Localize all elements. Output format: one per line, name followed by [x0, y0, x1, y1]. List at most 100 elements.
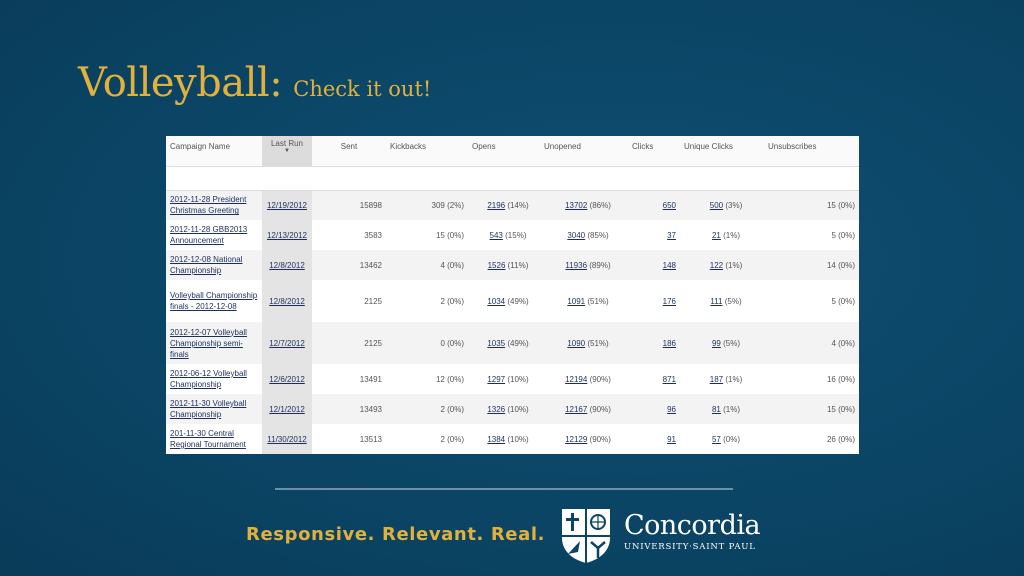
unopened-cell: 3040 (85%) [540, 220, 628, 250]
header-clicks[interactable]: Clicks [628, 136, 680, 166]
unique-clicks-link[interactable]: 99 [711, 338, 721, 348]
header-unique-clicks[interactable]: Unique Clicks [680, 136, 764, 166]
header-sent[interactable]: Sent [312, 136, 386, 166]
campaign-name-link[interactable]: 2012-11-28 President Christmas Greeting [166, 190, 262, 220]
clicks-link[interactable]: 186 [662, 338, 676, 348]
opens-link[interactable]: 543 [489, 230, 503, 240]
unsubscribes-value: 5 (0%) [764, 280, 859, 322]
campaign-name-link[interactable]: 2012-12-07 Volleyball Championship semi-… [166, 322, 262, 364]
header-last-run[interactable]: Last Run ▼ [262, 136, 312, 166]
unique-clicks-link[interactable]: 57 [711, 434, 721, 444]
filter-bar-row [166, 165, 859, 191]
campaign-name-link[interactable]: 2012-06-12 Volleyball Championship [166, 364, 262, 394]
unopened-link[interactable]: 12129 [565, 434, 588, 444]
kickbacks-value: 2 (0%) [386, 394, 468, 424]
clicks-link[interactable]: 176 [662, 296, 676, 306]
opens-cell: 1035 (49%) [468, 322, 540, 364]
kickbacks-value: 2 (0%) [386, 280, 468, 322]
clicks-link[interactable]: 96 [667, 404, 676, 414]
unsubscribes-value: 26 (0%) [764, 424, 859, 454]
unique-clicks-percent: (3%) [725, 200, 743, 210]
unopened-link[interactable]: 13702 [565, 200, 588, 210]
opens-link[interactable]: 1326 [487, 404, 506, 414]
opens-cell: 1326 (10%) [468, 394, 540, 424]
opens-link[interactable]: 1035 [487, 338, 506, 348]
clicks-link[interactable]: 871 [662, 374, 676, 384]
opens-link[interactable]: 1297 [487, 374, 506, 384]
opens-link[interactable]: 1526 [487, 260, 506, 270]
opens-percent: (10%) [507, 404, 529, 414]
opens-cell: 1526 (11%) [468, 250, 540, 280]
last-run-link[interactable]: 12/1/2012 [262, 394, 312, 424]
header-last-run-label: Last Run [270, 139, 304, 148]
unopened-link[interactable]: 11936 [565, 260, 588, 270]
unique-clicks-link[interactable]: 111 [710, 296, 723, 306]
clicks-link[interactable]: 148 [662, 260, 676, 270]
unique-clicks-link[interactable]: 187 [709, 374, 724, 384]
table-row: 2012-06-12 Volleyball Championship 12/6/2… [166, 364, 859, 394]
campaign-name-link[interactable]: Volleyball Championship finals - 2012-12… [166, 280, 262, 322]
opens-percent: (10%) [507, 434, 529, 444]
slide-title: Volleyball: Check it out! [78, 60, 431, 106]
header-campaign-name[interactable]: Campaign Name [166, 136, 262, 166]
header-kickbacks[interactable]: Kickbacks [386, 136, 468, 166]
kickbacks-value: 2 (0%) [386, 424, 468, 454]
opens-cell: 1297 (10%) [468, 364, 540, 394]
last-run-link[interactable]: 12/19/2012 [262, 190, 312, 220]
unique-clicks-percent: (1%) [725, 260, 743, 270]
unique-clicks-link[interactable]: 21 [711, 230, 721, 240]
unopened-link[interactable]: 12167 [565, 404, 588, 414]
clicks-link[interactable]: 37 [667, 230, 676, 240]
campaign-name-link[interactable]: 2012-11-28 GBB2013 Announcement [166, 220, 262, 250]
last-run-link[interactable]: 12/13/2012 [262, 220, 312, 250]
table-header-row: Campaign Name Last Run ▼ Sent Kickbacks … [166, 136, 859, 166]
last-run-link[interactable]: 12/8/2012 [262, 280, 312, 322]
opens-link[interactable]: 2196 [487, 200, 506, 210]
last-run-link[interactable]: 12/6/2012 [262, 364, 312, 394]
unique-clicks-cell: 81 (1%) [680, 394, 764, 424]
kickbacks-value: 4 (0%) [386, 250, 468, 280]
clicks-cell: 176 [628, 280, 680, 322]
unsubscribes-value: 4 (0%) [764, 322, 859, 364]
unopened-percent: (89%) [589, 260, 611, 270]
unique-clicks-percent: (5%) [724, 296, 742, 306]
slide-title-main: Volleyball: [78, 60, 283, 106]
unique-clicks-cell: 500 (3%) [680, 190, 764, 220]
campaign-name-link[interactable]: 2012-11-30 Volleyball Championship [166, 394, 262, 424]
campaign-name-link[interactable]: 2012-12-08 National Championship [166, 250, 262, 280]
opens-link[interactable]: 1384 [487, 434, 506, 444]
last-run-link[interactable]: 12/8/2012 [262, 250, 312, 280]
unopened-link[interactable]: 1091 [567, 296, 586, 306]
unique-clicks-link[interactable]: 81 [711, 404, 721, 414]
header-unsubscribes[interactable]: Unsubscribes [764, 136, 859, 166]
unopened-percent: (51%) [587, 338, 609, 348]
filter-bar [166, 165, 859, 191]
clicks-link[interactable]: 91 [667, 434, 676, 444]
unique-clicks-link[interactable]: 500 [709, 200, 724, 210]
table-row: Volleyball Championship finals - 2012-12… [166, 280, 859, 322]
campaign-name-link[interactable]: 201-11-30 Central Regional Tournament [166, 424, 262, 454]
header-unopened[interactable]: Unopened [540, 136, 628, 166]
campaign-report-table: Campaign Name Last Run ▼ Sent Kickbacks … [166, 136, 859, 454]
last-run-link[interactable]: 12/7/2012 [262, 322, 312, 364]
unsubscribes-value: 15 (0%) [764, 190, 859, 220]
unopened-percent: (90%) [589, 374, 611, 384]
unopened-cell: 12129 (90%) [540, 424, 628, 454]
unopened-link[interactable]: 12194 [565, 374, 588, 384]
table-row: 2012-11-28 GBB2013 Announcement 12/13/201… [166, 220, 859, 250]
last-run-link[interactable]: 11/30/2012 [262, 424, 312, 454]
unopened-link[interactable]: 3040 [567, 230, 586, 240]
opens-link[interactable]: 1034 [487, 296, 506, 306]
opens-percent: (49%) [507, 296, 529, 306]
sent-value: 15898 [312, 190, 386, 220]
unsubscribes-value: 16 (0%) [764, 364, 859, 394]
kickbacks-value: 12 (0%) [386, 364, 468, 394]
table-body: 2012-11-28 President Christmas Greeting 1… [166, 165, 859, 454]
clicks-link[interactable]: 650 [662, 200, 676, 210]
sent-value: 13462 [312, 250, 386, 280]
sent-value: 13513 [312, 424, 386, 454]
unopened-link[interactable]: 1090 [567, 338, 586, 348]
table-row: 2012-12-08 National Championship 12/8/201… [166, 250, 859, 280]
unique-clicks-link[interactable]: 122 [709, 260, 724, 270]
header-opens[interactable]: Opens [468, 136, 540, 166]
